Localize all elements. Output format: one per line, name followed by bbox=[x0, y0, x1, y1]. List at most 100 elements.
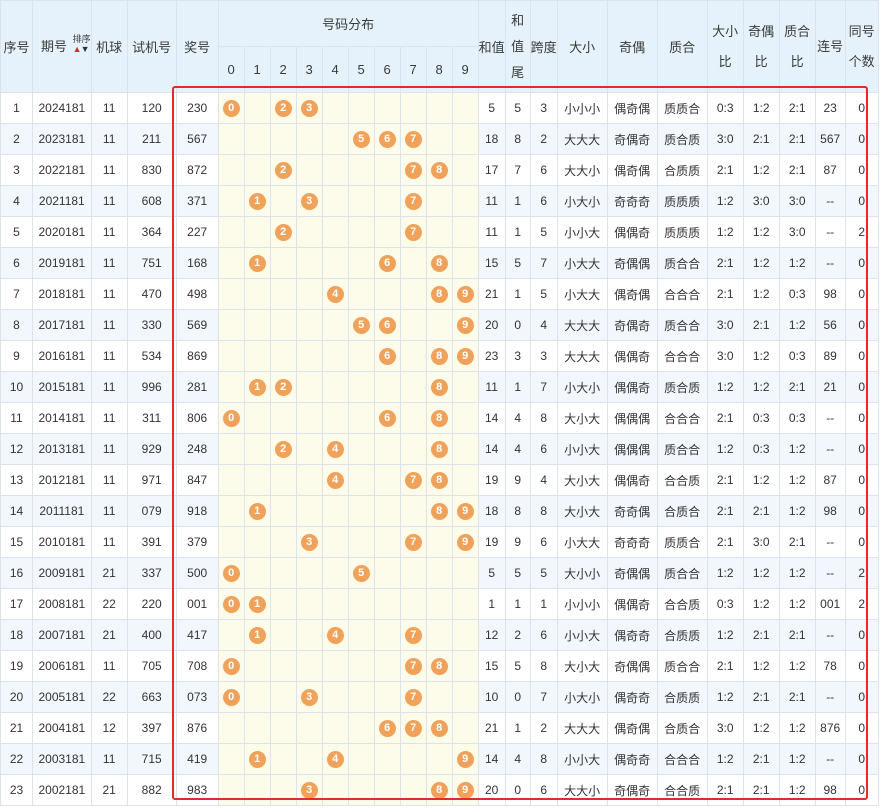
cell-period: 2003181 bbox=[32, 743, 92, 775]
cell-digit-1 bbox=[243, 557, 271, 589]
cell-seq: 13 bbox=[0, 464, 33, 496]
cell-digit-8: 8 bbox=[425, 433, 453, 465]
cell-digit-6: 6 bbox=[373, 712, 401, 744]
digit-ball: 4 bbox=[326, 440, 344, 458]
cell-parity: 偶偶奇 bbox=[606, 588, 658, 620]
cell-size: 小大大 bbox=[556, 278, 608, 310]
cell-digit-6 bbox=[373, 774, 401, 806]
cell-span: 7 bbox=[529, 247, 558, 279]
digit-ball: 5 bbox=[352, 316, 370, 334]
cell-digit-8: 8 bbox=[425, 464, 453, 496]
cell-size: 大大小 bbox=[556, 154, 608, 186]
cell-trial: 400 bbox=[126, 619, 177, 651]
cell-prime-ratio: 0:3 bbox=[778, 402, 816, 434]
cell-trial: 830 bbox=[126, 154, 177, 186]
cell-size-ratio: 0:3 bbox=[706, 588, 744, 620]
sort-arrows-icon[interactable]: ▲▼ bbox=[72, 43, 90, 54]
cell-same-count: 0 bbox=[844, 433, 879, 465]
digit-ball: 8 bbox=[430, 471, 448, 489]
cell-prime-ratio: 1:2 bbox=[778, 495, 816, 527]
cell-size-ratio: 1:2 bbox=[706, 371, 744, 403]
digit-ball: 9 bbox=[456, 533, 474, 551]
table-row: 21 2004181 12 397 876 6 7 8 21 1 2 大大大 偶奇偶 合质合 3:0 1:2 1… bbox=[0, 712, 879, 744]
cell-size-ratio: 3:0 bbox=[706, 712, 744, 744]
cell-machine: 22 bbox=[90, 588, 128, 620]
digit-ball: 9 bbox=[456, 781, 474, 799]
table-row: 22 2003181 11 715 419 1 4 9 14 4 8 小小大 偶奇奇 合合合 1:2 2:1 1… bbox=[0, 743, 879, 775]
table-row: 12 2013181 11 929 248 2 4 8 14 4 6 小小大 偶偶偶 质合合 1:2 0:3 1… bbox=[0, 433, 879, 465]
cell-digit-0 bbox=[217, 123, 245, 155]
cell-digit-2 bbox=[269, 557, 297, 589]
cell-digit-5 bbox=[347, 247, 375, 279]
cell-trial: 397 bbox=[126, 712, 177, 744]
cell-sum-tail: 1 bbox=[504, 278, 531, 310]
cell-sum-tail: 4 bbox=[504, 433, 531, 465]
cell-prize: 806 bbox=[175, 402, 219, 434]
cell-same-count: 0 bbox=[844, 681, 879, 713]
cell-digit-9: 9 bbox=[451, 774, 479, 806]
cell-span: 3 bbox=[529, 340, 558, 372]
cell-sum-tail: 5 bbox=[504, 247, 531, 279]
cell-digit-2 bbox=[269, 650, 297, 682]
cell-digit-3 bbox=[295, 216, 323, 248]
cell-digit-9 bbox=[451, 712, 479, 744]
cell-sum-tail: 4 bbox=[504, 402, 531, 434]
cell-sum: 19 bbox=[477, 464, 506, 496]
cell-span: 6 bbox=[529, 433, 558, 465]
digit-ball: 7 bbox=[404, 223, 422, 241]
cell-consecutive: -- bbox=[814, 216, 846, 248]
digit-ball: 7 bbox=[404, 130, 422, 148]
digit-ball: 0 bbox=[222, 657, 240, 675]
cell-digit-9 bbox=[451, 216, 479, 248]
cell-parity: 奇偶奇 bbox=[606, 309, 658, 341]
cell-prize: 876 bbox=[175, 712, 219, 744]
cell-span: 7 bbox=[529, 371, 558, 403]
cell-digit-5 bbox=[347, 278, 375, 310]
cell-digit-5 bbox=[347, 464, 375, 496]
header-period[interactable]: 期号 排序 ▲▼ bbox=[32, 0, 92, 93]
cell-size: 大大大 bbox=[556, 123, 608, 155]
cell-consecutive: -- bbox=[814, 402, 846, 434]
cell-size-ratio: 1:2 bbox=[706, 557, 744, 589]
cell-prize: 073 bbox=[175, 681, 219, 713]
cell-digit-7 bbox=[399, 309, 427, 341]
cell-digit-7 bbox=[399, 247, 427, 279]
cell-digit-3 bbox=[295, 433, 323, 465]
cell-consecutive: -- bbox=[814, 619, 846, 651]
cell-digit-7 bbox=[399, 402, 427, 434]
cell-prime-ratio: 1:2 bbox=[778, 247, 816, 279]
cell-digit-3: 3 bbox=[295, 185, 323, 217]
digit-ball: 8 bbox=[430, 719, 448, 737]
cell-sum: 14 bbox=[477, 433, 506, 465]
cell-sum: 15 bbox=[477, 650, 506, 682]
cell-prime: 合合质 bbox=[656, 774, 708, 806]
cell-period: 2018181 bbox=[32, 278, 92, 310]
digit-ball: 9 bbox=[456, 316, 474, 334]
header-digit-2: 2 bbox=[269, 46, 297, 93]
cell-parity-ratio: 1:2 bbox=[742, 588, 780, 620]
cell-digit-2 bbox=[269, 340, 297, 372]
cell-digit-8 bbox=[425, 619, 453, 651]
sort-control[interactable]: 排序 ▲▼ bbox=[73, 34, 91, 54]
digit-ball: 2 bbox=[274, 223, 292, 241]
header-digit-8: 8 bbox=[425, 46, 453, 93]
cell-span: 6 bbox=[529, 774, 558, 806]
cell-digit-7 bbox=[399, 92, 427, 124]
cell-digit-4 bbox=[321, 185, 349, 217]
cell-digit-4 bbox=[321, 92, 349, 124]
cell-trial: 751 bbox=[126, 247, 177, 279]
cell-sum: 5 bbox=[477, 557, 506, 589]
header-digit-0: 0 bbox=[217, 46, 245, 93]
cell-prize: 281 bbox=[175, 371, 219, 403]
cell-digit-4: 4 bbox=[321, 743, 349, 775]
cell-consecutive: 87 bbox=[814, 154, 846, 186]
cell-same-count: 0 bbox=[844, 774, 879, 806]
cell-digit-4 bbox=[321, 309, 349, 341]
header-size-ratio: 大小比 bbox=[706, 0, 744, 93]
cell-digit-2: 2 bbox=[269, 154, 297, 186]
cell-digit-5 bbox=[347, 216, 375, 248]
cell-prime-ratio: 2:1 bbox=[778, 123, 816, 155]
cell-digit-2 bbox=[269, 681, 297, 713]
cell-prime-ratio: 3:0 bbox=[778, 216, 816, 248]
cell-digit-4 bbox=[321, 402, 349, 434]
